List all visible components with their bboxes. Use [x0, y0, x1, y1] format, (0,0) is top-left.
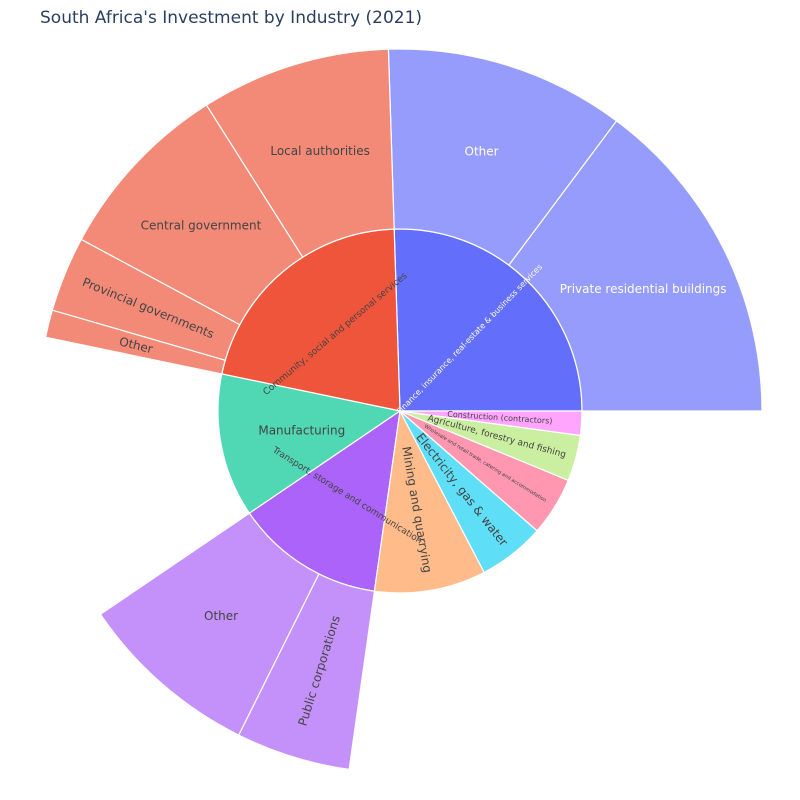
subsector-finance-insurance-real-estate-business-services-private-residential-buildings[interactable] — [508, 120, 763, 412]
sector-label-manufacturing: Manufacturing — [258, 423, 345, 437]
subsector-label-community-social-and-personal-services-central-government: Central government — [141, 219, 262, 233]
subsector-finance-insurance-real-estate-business-services-other[interactable] — [387, 48, 618, 266]
subsector-label-transport-storage-and-communication-other: Other — [204, 609, 238, 623]
subsector-label-finance-insurance-real-estate-business-services-other: Other — [465, 145, 499, 159]
sector-construction-contractors[interactable] — [399, 410, 583, 437]
chart-title: South Africa's Investment by Industry (2… — [40, 8, 423, 28]
sector-manufacturing[interactable] — [217, 373, 402, 515]
subsector-label-community-social-and-personal-services-local-authorities: Local authorities — [270, 144, 369, 158]
subsector-transport-storage-and-communication-public-corporations[interactable] — [237, 573, 376, 771]
subsector-label-finance-insurance-real-estate-business-services-private-residential-buildings: Private residential buildings — [560, 282, 727, 296]
sector-mining-and-quarrying[interactable] — [373, 409, 485, 594]
